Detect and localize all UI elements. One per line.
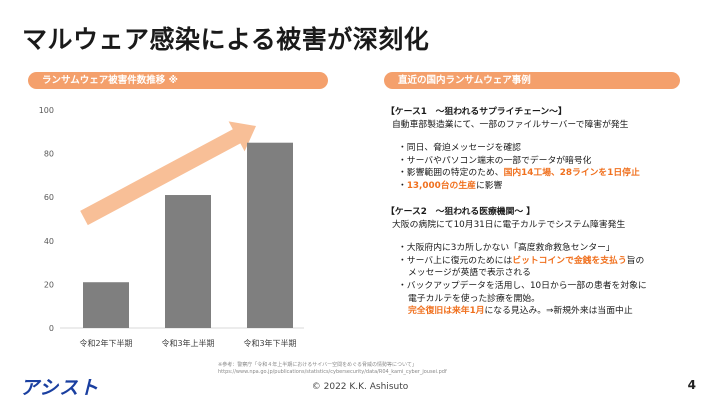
x-tick-label-2: 令和3年下半期 <box>243 338 296 348</box>
case-2-bullet-3-highlight: 完全復旧は来年1月 <box>408 306 485 317</box>
x-tick-label-0: 令和2年下半期 <box>79 338 132 348</box>
case-2-bullet-2-highlight: ビットコインで金銭を支払う <box>512 255 627 266</box>
case-1-bullet-4: ・13,000台の生産に影響 <box>386 180 706 193</box>
case-2: 【ケース2 ～狙われる医療機関～ 】 大阪の病院にて10月31日に電子カルテでシ… <box>386 206 706 318</box>
ransomware-bar-chart: 0 20 40 60 80 100 令和2年下半期 令和3年上半期 令和3年下半期 <box>39 106 304 348</box>
case-1-bullet-2: ・サーバやパソコン端末の一部でデータが暗号化 <box>398 155 592 166</box>
case-2-bullet-1: ・大阪府内に3カ所しかない「高度救命救急センター」 <box>398 243 615 254</box>
copyright: © 2022 K.K. Ashisuto <box>311 382 409 392</box>
x-tick-labels: 令和2年下半期 令和3年上半期 令和3年下半期 <box>79 338 296 348</box>
y-tick-label-20: 20 <box>44 280 54 289</box>
case-2-bullet-2-suffix: 旨の <box>626 255 645 266</box>
y-tick-label-60: 60 <box>44 193 54 202</box>
source-note-line-1: ※参考：警察庁「令和４年上半期におけるサイバー空間をめぐる脅威の情勢等について」 <box>218 362 417 368</box>
case-2-bullet-2-cont: メッセージが英語で表示される <box>408 268 531 279</box>
case-1-bullet-3: ・影響範囲の特定のため、国内14工場、28ラインを1日停止 <box>386 167 706 180</box>
y-tick-labels: 0 20 40 60 80 100 <box>39 106 54 333</box>
case-2-bullet-2-text: ・サーバ上に復元のためには <box>398 255 513 266</box>
page-title: マルウェア感染による被害が深刻化 <box>22 25 430 54</box>
case-1-title: 【ケース1 ～狙われるサプライチェーン～】 <box>386 107 567 117</box>
y-tick-label-0: 0 <box>49 324 54 333</box>
case-2-bullet-2: ・サーバ上に復元のためにはビットコインで金銭を支払う旨の <box>386 255 706 268</box>
trend-arrow-body <box>80 121 256 226</box>
case-2-bullet-3-suffix: になる見込み。⇒新規外来は当面中止 <box>484 306 633 317</box>
page-number: 4 <box>687 378 696 392</box>
case-2-bullet-3-cont: 電子カルテを使った診療を開始。 <box>408 293 540 304</box>
arrow-layer <box>80 121 256 226</box>
case-1-bullet-4-suffix: に影響 <box>475 180 503 191</box>
y-tick-label-80: 80 <box>44 150 54 159</box>
case-1-bullet-4-highlight: 13,000台の生産 <box>406 180 476 191</box>
case-2-bullet-3-cont2: 完全復旧は来年1月になる見込み。⇒新規外来は当面中止 <box>386 305 706 318</box>
case-1-bullet-4-prefix: ・ <box>398 180 407 191</box>
case-1-bullet-3-text: ・影響範囲の特定のため、 <box>398 168 504 179</box>
case-2-title: 【ケース2 ～狙われる医療機関～ 】 <box>386 207 536 217</box>
case-1-subtitle: 自動車部製造業にて、一部のファイルサーバーで障害が発生 <box>392 119 629 130</box>
case-2-bullet-3: ・バックアップデータを活用し、10日から一部の患者を対象に <box>398 280 647 291</box>
bars-layer <box>83 142 293 328</box>
y-tick-label-100: 100 <box>39 106 54 115</box>
bar-2 <box>247 142 293 328</box>
cases-section-header: 直近の国内ランサムウェア事例 <box>384 72 680 89</box>
source-note-url: https://www.npa.go.jp/publications/stati… <box>218 369 447 375</box>
case-1: 【ケース1 ～狙われるサプライチェーン～】 自動車部製造業にて、一部のファイルサ… <box>386 106 706 193</box>
bar-1 <box>165 195 211 328</box>
case-2-subtitle: 大阪の病院にて10月31日に電子カルテでシステム障害発生 <box>392 219 626 230</box>
x-tick-label-1: 令和3年上半期 <box>161 338 214 348</box>
bar-0 <box>83 282 129 328</box>
company-logo: アシスト <box>20 377 100 399</box>
case-1-bullet-3-highlight: 国内14工場、28ラインを1日停止 <box>503 168 640 179</box>
y-tick-label-40: 40 <box>44 237 54 246</box>
case-1-bullet-1: ・同日、脅迫メッセージを確認 <box>398 143 521 154</box>
chart-section-header: ランサムウェア被害件数推移 ※ <box>28 72 328 89</box>
source-note: ※参考：警察庁「令和４年上半期におけるサイバー空間をめぐる脅威の情勢等について」… <box>218 362 447 376</box>
